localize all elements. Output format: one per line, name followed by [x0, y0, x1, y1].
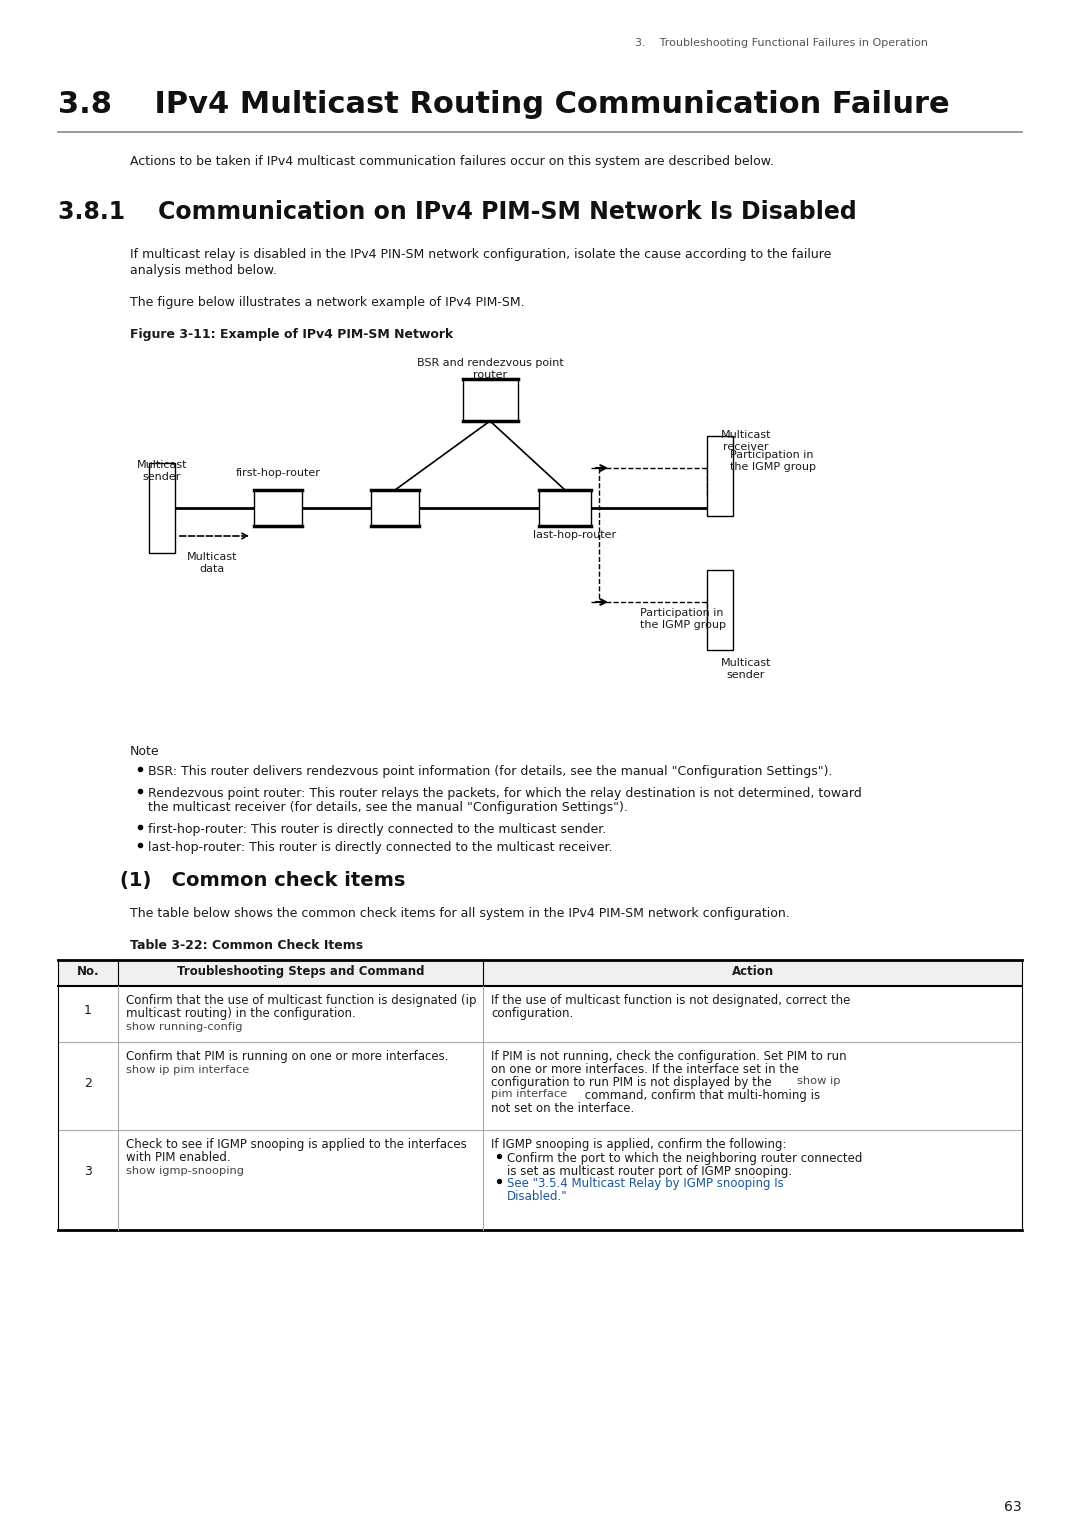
Text: command, confirm that multi-homing is: command, confirm that multi-homing is: [581, 1089, 820, 1102]
Text: Actions to be taken if IPv4 multicast communication failures occur on this syste: Actions to be taken if IPv4 multicast co…: [130, 156, 774, 168]
Text: multicast routing) in the configuration.: multicast routing) in the configuration.: [126, 1006, 355, 1020]
Text: not set on the interface.: not set on the interface.: [491, 1102, 634, 1115]
Text: Disabled.": Disabled.": [507, 1190, 568, 1203]
Text: Multicast: Multicast: [720, 658, 771, 667]
Text: show running-config: show running-config: [126, 1022, 243, 1032]
Text: 3: 3: [84, 1165, 92, 1177]
Text: Participation in: Participation in: [640, 608, 724, 618]
Text: Check to see if IGMP snooping is applied to the interfaces: Check to see if IGMP snooping is applied…: [126, 1138, 467, 1151]
Text: receiver: receiver: [724, 441, 769, 452]
Text: the IGMP group: the IGMP group: [640, 620, 726, 631]
Text: 3.8.1    Communication on IPv4 PIM-SM Network Is Disabled: 3.8.1 Communication on IPv4 PIM-SM Netwo…: [58, 200, 856, 224]
Text: on one or more interfaces. If the interface set in the: on one or more interfaces. If the interf…: [491, 1063, 799, 1077]
Bar: [707, 570, 733, 651]
Text: sender: sender: [727, 670, 766, 680]
Text: pim interface: pim interface: [491, 1089, 567, 1099]
Text: No.: No.: [77, 965, 99, 977]
Text: data: data: [200, 563, 225, 574]
Bar: [539, 490, 591, 525]
Text: first-hop-router: This router is directly connected to the multicast sender.: first-hop-router: This router is directl…: [148, 823, 606, 835]
Bar: [58, 960, 1022, 986]
Text: (1)   Common check items: (1) Common check items: [120, 870, 405, 890]
Text: the IGMP group: the IGMP group: [730, 463, 816, 472]
Text: Note: Note: [130, 745, 160, 757]
Text: show ip: show ip: [797, 1077, 840, 1086]
Text: 1: 1: [84, 1003, 92, 1017]
Text: Figure 3-11: Example of IPv4 PIM-SM Network: Figure 3-11: Example of IPv4 PIM-SM Netw…: [130, 328, 454, 341]
Text: configuration.: configuration.: [491, 1006, 573, 1020]
Text: If PIM is not running, check the configuration. Set PIM to run: If PIM is not running, check the configu…: [491, 1051, 847, 1063]
Text: 3.    Troubleshooting Functional Failures in Operation: 3. Troubleshooting Functional Failures i…: [635, 38, 928, 47]
Text: Confirm the port to which the neighboring router connected: Confirm the port to which the neighborin…: [507, 1151, 862, 1165]
Text: configuration to run PIM is not displayed by the: configuration to run PIM is not displaye…: [491, 1077, 775, 1089]
Text: BSR and rendezvous point: BSR and rendezvous point: [417, 357, 564, 368]
Text: Troubleshooting Steps and Command: Troubleshooting Steps and Command: [177, 965, 424, 977]
Text: sender: sender: [143, 472, 181, 483]
Text: is set as multicast router port of IGMP snooping.: is set as multicast router port of IGMP …: [507, 1165, 792, 1177]
Text: analysis method below.: analysis method below.: [130, 264, 276, 276]
Text: If the use of multicast function is not designated, correct the: If the use of multicast function is not …: [491, 994, 850, 1006]
Text: the multicast receiver (for details, see the manual "Configuration Settings").: the multicast receiver (for details, see…: [148, 802, 627, 814]
Text: If multicast relay is disabled in the IPv4 PIN-SM network configuration, isolate: If multicast relay is disabled in the IP…: [130, 247, 832, 261]
Text: The figure below illustrates a network example of IPv4 PIM-SM.: The figure below illustrates a network e…: [130, 296, 525, 308]
Text: Rendezvous point router: This router relays the packets, for which the relay des: Rendezvous point router: This router rel…: [148, 786, 862, 800]
Text: show ip pim interface: show ip pim interface: [126, 1064, 249, 1075]
Text: If IGMP snooping is applied, confirm the following:: If IGMP snooping is applied, confirm the…: [491, 1138, 786, 1151]
Text: 2: 2: [84, 1077, 92, 1090]
Text: first-hop-router: first-hop-router: [235, 467, 321, 478]
Text: Multicast: Multicast: [720, 431, 771, 440]
Text: Participation in: Participation in: [730, 450, 813, 460]
Text: Multicast: Multicast: [137, 460, 187, 470]
Bar: [707, 437, 733, 516]
Text: last-hop-router: This router is directly connected to the multicast receiver.: last-hop-router: This router is directly…: [148, 841, 612, 854]
Text: Action: Action: [731, 965, 773, 977]
Text: show igmp-snooping: show igmp-snooping: [126, 1167, 244, 1176]
Text: Multicast: Multicast: [187, 551, 238, 562]
Bar: [254, 490, 302, 525]
Text: 3.8    IPv4 Multicast Routing Communication Failure: 3.8 IPv4 Multicast Routing Communication…: [58, 90, 949, 119]
Text: Confirm that PIM is running on one or more interfaces.: Confirm that PIM is running on one or mo…: [126, 1051, 448, 1063]
Text: 63: 63: [1004, 1500, 1022, 1513]
Text: with PIM enabled.: with PIM enabled.: [126, 1151, 231, 1164]
Bar: [372, 490, 419, 525]
Text: router: router: [473, 370, 508, 380]
Bar: [462, 379, 517, 421]
Text: BSR: This router delivers rendezvous point information (for details, see the man: BSR: This router delivers rendezvous poi…: [148, 765, 833, 777]
Text: Confirm that the use of multicast function is designated (ip: Confirm that the use of multicast functi…: [126, 994, 476, 1006]
Text: See "3.5.4 Multicast Relay by IGMP snooping Is: See "3.5.4 Multicast Relay by IGMP snoop…: [507, 1177, 784, 1190]
Text: last-hop-router: last-hop-router: [534, 530, 617, 541]
Text: Table 3-22: Common Check Items: Table 3-22: Common Check Items: [130, 939, 363, 951]
Text: The table below shows the common check items for all system in the IPv4 PIM-SM n: The table below shows the common check i…: [130, 907, 789, 919]
Bar: [149, 463, 175, 553]
